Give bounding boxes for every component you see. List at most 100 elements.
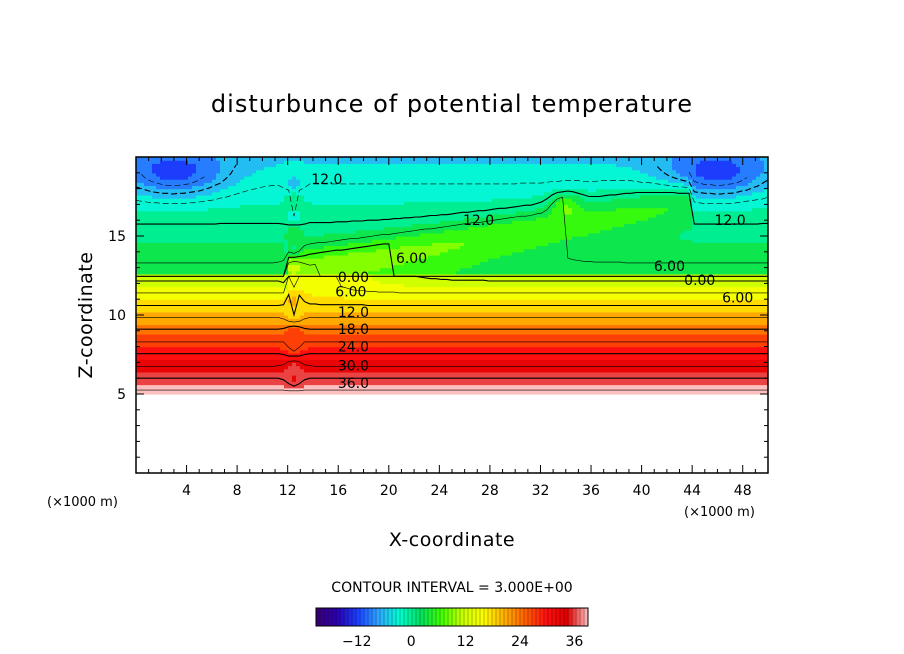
field-cell (292, 185, 297, 190)
field-cell (256, 191, 261, 196)
field-cell (224, 204, 229, 209)
field-cell (272, 305, 277, 310)
field-cell (196, 198, 201, 202)
field-cell (164, 321, 169, 326)
field-cell (316, 258, 321, 262)
field-cell (228, 330, 233, 335)
field-cell (136, 245, 141, 250)
field-cell (240, 286, 245, 291)
field-cell (176, 258, 181, 262)
field-cell (240, 185, 245, 190)
field-cell (148, 223, 153, 228)
field-cell (140, 378, 145, 382)
field-cell (216, 375, 221, 379)
field-cell (296, 207, 301, 212)
field-cell (204, 280, 209, 284)
field-cell (288, 169, 293, 174)
field-cell (272, 201, 277, 205)
field-cell (228, 182, 233, 187)
field-cell (312, 356, 317, 360)
field-cell (320, 308, 325, 313)
field-cell (172, 375, 177, 379)
field-cell (260, 270, 265, 275)
field-cell (304, 261, 309, 266)
field-cell (184, 330, 189, 335)
field-cell (148, 362, 153, 367)
field-cell (220, 337, 225, 341)
field-cell (220, 352, 225, 357)
field-cell (136, 349, 141, 354)
field-cell (184, 333, 189, 338)
field-cell (280, 166, 285, 171)
field-cell (216, 232, 221, 237)
field-cell (264, 270, 269, 275)
field-cell (308, 324, 313, 329)
field-cell (168, 305, 173, 310)
field-cell (224, 248, 229, 253)
field-cell (236, 352, 241, 357)
field-cell (284, 185, 289, 190)
field-cell (228, 375, 233, 379)
field-cell (304, 179, 309, 183)
field-cell (220, 371, 225, 376)
field-cell (224, 296, 229, 300)
field-cell (304, 217, 309, 221)
field-cell (284, 381, 289, 386)
field-cell (244, 390, 249, 395)
field-cell (168, 220, 173, 224)
field-cell (220, 318, 225, 322)
field-cell (140, 390, 145, 395)
field-cell (256, 270, 261, 275)
field-cell (208, 175, 213, 180)
field-cell (276, 182, 281, 187)
field-cell (168, 207, 173, 212)
field-cell (292, 318, 297, 322)
field-cell (312, 343, 317, 348)
field-cell (264, 299, 269, 303)
field-cell (224, 302, 229, 307)
field-cell (276, 254, 281, 259)
field-cell (216, 315, 221, 319)
field-cell (284, 368, 289, 373)
field-cell (308, 375, 313, 379)
field-cell (152, 191, 157, 196)
field-cell (208, 333, 213, 338)
field-cell (228, 337, 233, 341)
field-cell (248, 349, 253, 354)
field-cell (208, 296, 213, 300)
field-cell (320, 270, 325, 275)
field-cell (140, 251, 145, 256)
field-cell (320, 321, 325, 326)
field-cell (172, 242, 177, 247)
field-cell (280, 321, 285, 326)
field-cell (196, 236, 201, 240)
field-cell (284, 163, 289, 168)
field-cell (188, 220, 193, 224)
field-cell (188, 333, 193, 338)
field-cell (320, 232, 325, 237)
field-cell (308, 381, 313, 386)
field-cell (204, 236, 209, 240)
field-cell (316, 179, 321, 183)
field-cell (136, 239, 141, 243)
field-cell (164, 258, 169, 262)
field-cell (220, 236, 225, 240)
field-cell (268, 283, 273, 288)
field-cell (244, 346, 249, 351)
field-cell (196, 226, 201, 231)
field-cell (296, 169, 301, 174)
field-cell (252, 296, 257, 300)
field-cell (284, 333, 289, 338)
field-cell (284, 179, 289, 183)
field-cell (252, 245, 257, 250)
field-cell (252, 163, 257, 168)
field-cell (220, 277, 225, 281)
field-cell (208, 359, 213, 363)
field-cell (260, 236, 265, 240)
field-cell (252, 378, 257, 382)
field-cell (268, 280, 273, 284)
field-cell (296, 236, 301, 240)
field-cell (300, 384, 305, 389)
field-cell (156, 198, 161, 202)
field-cell (228, 333, 233, 338)
